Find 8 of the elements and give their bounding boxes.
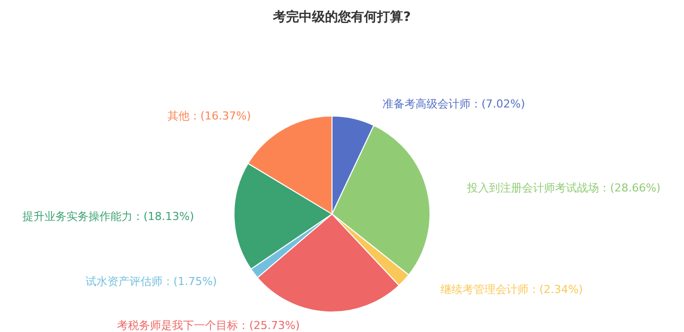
- slice-label: 准备考高级会计师：(7.02%): [382, 98, 526, 111]
- chart-title: 考完中级的您有何打算?: [272, 9, 411, 25]
- slice-label: 投入到注册会计师考试战场：(28.66%): [466, 182, 661, 195]
- slice-label: 试水资产评估师：(1.75%): [85, 274, 217, 288]
- slice-label: 继续考管理会计师：(2.34%): [440, 282, 583, 296]
- slice-label: 其他：(16.37%): [167, 109, 251, 122]
- slice-label: 提升业务实务操作能力：(18.13%): [22, 210, 194, 224]
- slice-label: 考税务师是我下一个目标：(25.73%): [117, 318, 300, 332]
